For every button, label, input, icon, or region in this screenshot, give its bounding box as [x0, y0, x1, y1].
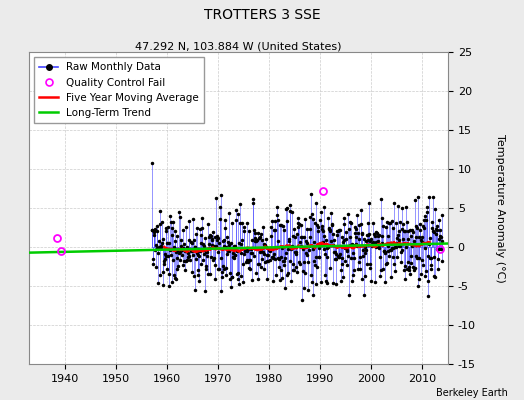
Legend: Raw Monthly Data, Quality Control Fail, Five Year Moving Average, Long-Term Tren: Raw Monthly Data, Quality Control Fail, … [34, 57, 204, 123]
Text: Berkeley Earth: Berkeley Earth [436, 388, 508, 398]
Title: 47.292 N, 103.884 W (United States): 47.292 N, 103.884 W (United States) [135, 41, 342, 51]
Y-axis label: Temperature Anomaly (°C): Temperature Anomaly (°C) [495, 134, 505, 282]
Text: TROTTERS 3 SSE: TROTTERS 3 SSE [204, 8, 320, 22]
